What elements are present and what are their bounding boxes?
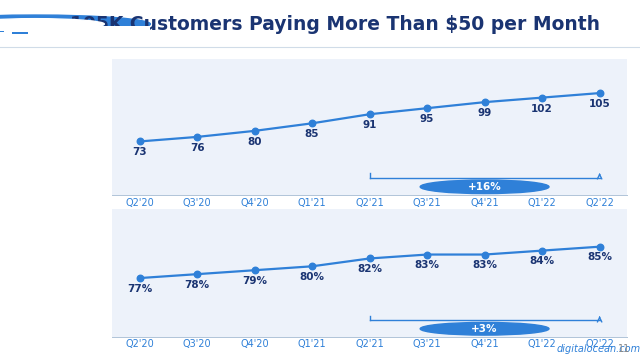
Point [422, 252, 432, 257]
Point [595, 244, 605, 250]
Point [479, 99, 490, 105]
Text: 79%: 79% [242, 276, 267, 286]
Text: 83%: 83% [472, 260, 497, 270]
FancyBboxPatch shape [0, 26, 150, 34]
Text: 105K Customers Paying More Than $50 per Month: 105K Customers Paying More Than $50 per … [70, 15, 600, 34]
Text: 11: 11 [618, 344, 630, 354]
Point [134, 275, 145, 281]
Point [307, 120, 317, 126]
Text: +3%: +3% [471, 324, 498, 334]
Text: Customers
paying
more than
$50/month
(K): Customers paying more than $50/month (K) [24, 93, 76, 152]
FancyBboxPatch shape [12, 32, 28, 34]
Text: digitalocean.com: digitalocean.com [557, 344, 640, 354]
Point [192, 134, 202, 140]
Point [250, 267, 260, 273]
Text: 77%: 77% [127, 284, 152, 294]
Point [537, 95, 547, 101]
Point [134, 139, 145, 144]
Text: +16%: +16% [468, 182, 502, 192]
Text: 83%: 83% [415, 260, 440, 270]
Ellipse shape [420, 323, 549, 335]
Text: 85: 85 [305, 129, 319, 139]
Text: 105: 105 [589, 99, 611, 109]
Text: Revenue
Contribution
from
$50/month
Customers: Revenue Contribution from $50/month Cust… [20, 245, 79, 304]
Text: 78%: 78% [184, 280, 210, 290]
Text: 80: 80 [247, 137, 262, 147]
Text: 82%: 82% [357, 264, 382, 274]
Point [595, 90, 605, 96]
Text: 80%: 80% [300, 272, 324, 282]
Circle shape [0, 19, 104, 29]
Point [307, 263, 317, 269]
Point [422, 105, 432, 111]
Point [479, 252, 490, 257]
Text: 95: 95 [420, 114, 435, 124]
Text: 76: 76 [190, 143, 204, 153]
Text: 99: 99 [477, 108, 492, 118]
Text: 84%: 84% [529, 256, 555, 266]
Point [537, 248, 547, 253]
Text: 85%: 85% [587, 252, 612, 262]
Point [192, 271, 202, 277]
Ellipse shape [420, 180, 549, 194]
Point [365, 256, 375, 261]
Point [250, 128, 260, 134]
Text: 73: 73 [132, 147, 147, 158]
Circle shape [0, 15, 150, 33]
FancyBboxPatch shape [0, 31, 4, 32]
Text: 102: 102 [531, 104, 553, 113]
Text: 91: 91 [362, 120, 377, 130]
Point [365, 111, 375, 117]
